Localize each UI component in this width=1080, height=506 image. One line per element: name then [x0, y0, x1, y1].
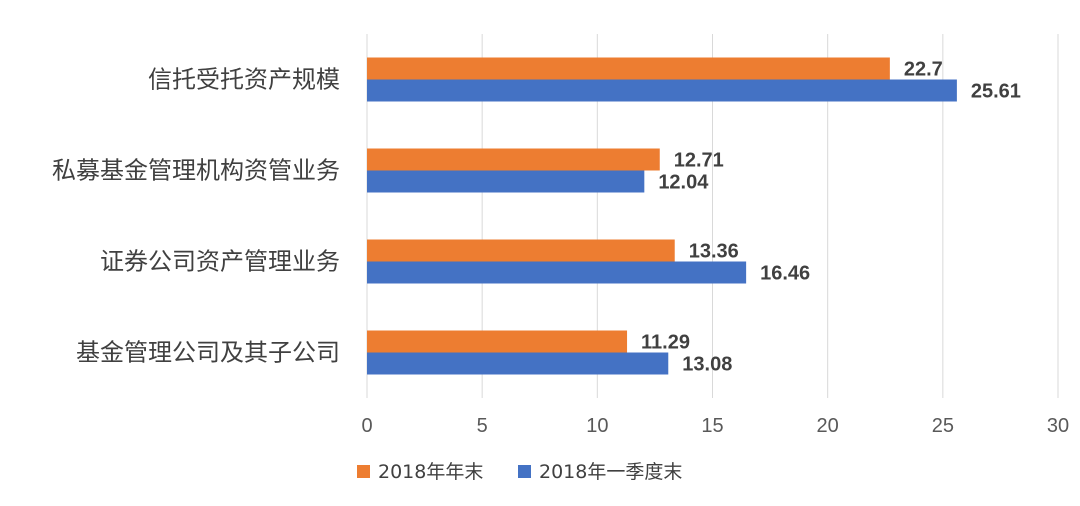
- x-tick-label: 30: [1047, 415, 1069, 437]
- bar: [367, 170, 645, 193]
- category-label: 私募基金管理机构资管业务: [52, 157, 340, 185]
- bars: [367, 57, 957, 375]
- data-label: 12.71: [674, 150, 724, 172]
- bar: [367, 239, 675, 262]
- data-label: 16.46: [760, 263, 810, 285]
- legend-label: 2018年年末: [378, 461, 483, 483]
- legend-label: 2018年一季度末: [539, 461, 682, 483]
- data-label: 22.7: [904, 59, 943, 81]
- category-label: 基金管理公司及其子公司: [76, 339, 340, 367]
- bar: [367, 352, 669, 375]
- data-label: 11.29: [641, 332, 690, 354]
- x-tick-label: 10: [586, 415, 608, 437]
- x-axis-ticks: 0 5 10 15 20 25 30: [361, 415, 1069, 437]
- legend: 2018年年末 2018年一季度末: [357, 461, 682, 483]
- x-tick-label: 5: [477, 415, 488, 437]
- x-tick-label: 20: [817, 415, 839, 437]
- category-labels: 信托受托资产规模私募基金管理机构资管业务证券公司资产管理业务基金管理公司及其子公…: [52, 66, 340, 367]
- data-label: 25.61: [971, 81, 1021, 103]
- legend-swatch: [357, 465, 370, 478]
- category-label: 信托受托资产规模: [148, 66, 340, 94]
- bar: [367, 79, 957, 102]
- x-tick-label: 25: [932, 415, 954, 437]
- bar: [367, 261, 747, 284]
- bar: [367, 148, 660, 171]
- category-label: 证券公司资产管理业务: [100, 248, 340, 276]
- x-tick-label: 0: [361, 415, 372, 437]
- legend-swatch: [518, 465, 531, 478]
- data-label: 12.04: [658, 172, 709, 194]
- bar: [367, 330, 628, 353]
- data-label: 13.36: [689, 241, 739, 263]
- bar: [367, 57, 890, 80]
- x-tick-label: 15: [701, 415, 723, 437]
- data-label: 13.08: [682, 354, 732, 376]
